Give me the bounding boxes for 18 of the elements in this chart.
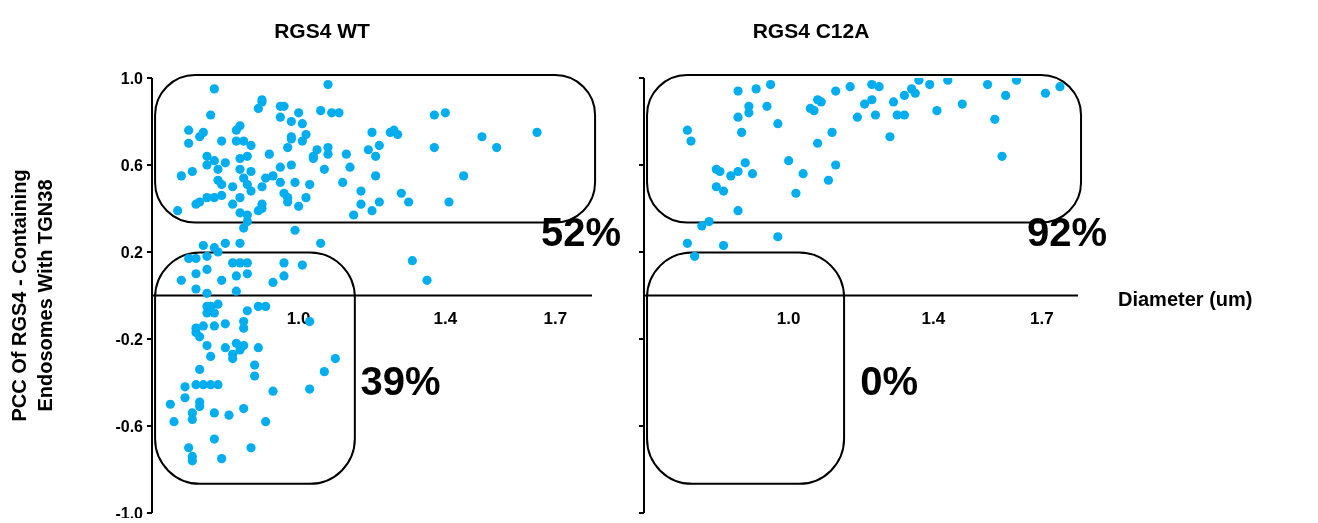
annotation: 92% <box>1027 210 1108 255</box>
x-tick-label: 1.4 <box>921 308 946 328</box>
annotation: 39% <box>360 358 441 403</box>
y-tick-label: -0.6 <box>115 418 144 435</box>
chart-title: RGS4 C12A <box>752 19 870 42</box>
y-tick-label: -0.2 <box>115 331 144 348</box>
y-tick-label: 1.0 <box>120 70 144 87</box>
x-axis-title: Diameter (um) <box>1118 287 1253 310</box>
annotation: 0% <box>860 358 919 403</box>
x-tick-label: 1.7 <box>1030 308 1054 328</box>
x-tick-label: 1.7 <box>543 308 568 328</box>
chart-title: RGS4 WT <box>274 19 371 42</box>
y-tick-label: 0.6 <box>120 157 144 174</box>
annotation: 52% <box>540 210 622 255</box>
x-tick-label: 1.4 <box>433 308 458 328</box>
y-axis-title: PCC Of RGS4 - Containing Endosomes With TGN38 <box>8 169 56 422</box>
y-tick-label: 0.2 <box>120 244 144 261</box>
x-tick-label: 1.0 <box>776 308 801 328</box>
